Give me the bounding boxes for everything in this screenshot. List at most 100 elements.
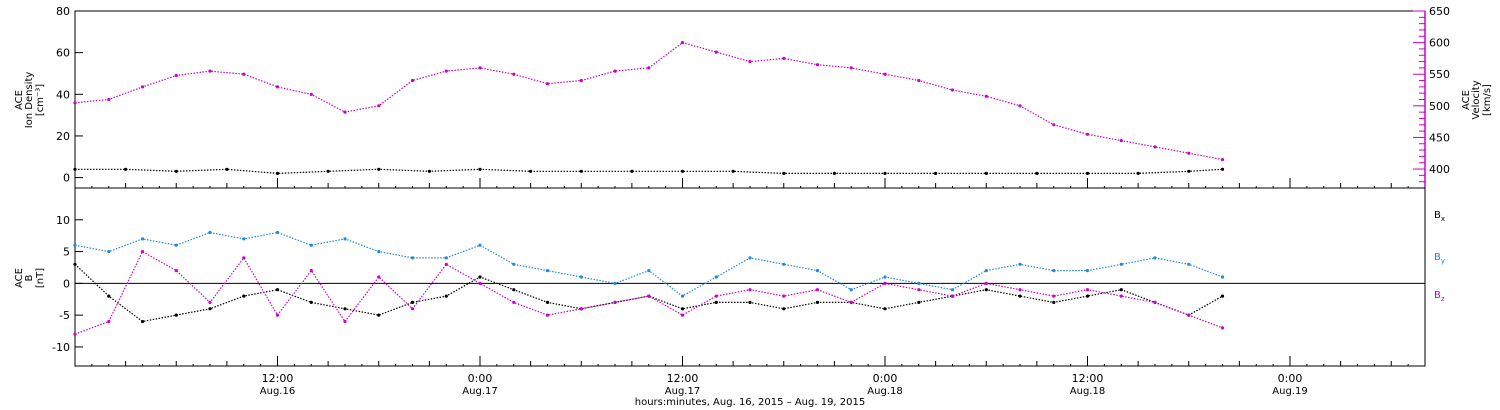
bz-series-point: [579, 307, 583, 311]
bx-series-point: [545, 300, 550, 304]
by-series-point: [343, 237, 347, 241]
bx-series-point: [107, 294, 111, 298]
velocity-series-point: [242, 72, 246, 76]
density-tick-label: 60: [56, 47, 70, 60]
velocity-series-point: [917, 78, 921, 83]
bz-series-point: [275, 313, 280, 317]
b-tick-label: -5: [59, 309, 70, 322]
density-title-line3: [cm⁻³]: [35, 84, 46, 116]
velocity-series-point: [275, 85, 280, 89]
x-tick-date: Aug.17: [462, 386, 497, 397]
bz-series-point: [849, 300, 853, 304]
by-series-point: [309, 243, 313, 247]
bx-series-point: [174, 313, 178, 317]
bz-series-point: [478, 281, 482, 285]
x-tick-date: Aug.18: [867, 386, 902, 397]
velocity-series-point: [1220, 158, 1225, 162]
by-series-point: [613, 281, 617, 285]
b-tick-label: 10: [56, 214, 70, 227]
density-series-point: [174, 169, 178, 173]
velocity-series-point: [1018, 104, 1022, 108]
density-series-point: [225, 167, 229, 171]
bx-series-point: [1018, 294, 1022, 298]
density-series-point: [680, 169, 685, 173]
density-series-point: [275, 171, 280, 175]
density-series-point: [630, 169, 634, 173]
density-series-point: [579, 169, 583, 173]
velocity-series-point: [579, 78, 583, 83]
b-axis-title: ACE B [nT]: [14, 268, 46, 288]
velocity-tick-label: 550: [1429, 68, 1450, 81]
velocity-series-point: [883, 72, 887, 76]
bz-series-point: [815, 288, 820, 292]
b-title-line1: ACE: [14, 268, 25, 288]
density-series-group: [73, 167, 1225, 175]
bz-series-point: [343, 319, 347, 324]
bz-series-point: [1085, 288, 1090, 292]
bx-series-point: [1085, 294, 1090, 298]
velocity-series-point: [984, 94, 988, 98]
velocity-series-line: [74, 41, 1223, 161]
velocity-series-point: [613, 69, 617, 73]
velocity-title-line3: [km/s]: [1482, 84, 1493, 116]
by-series-point: [208, 230, 212, 235]
velocity-tick-label: 600: [1429, 37, 1450, 50]
velocity-axis-title: ACE Velocity [km/s]: [1461, 80, 1493, 119]
density-series-point: [1187, 169, 1191, 173]
velocity-series-point: [1153, 145, 1157, 149]
by-series-point: [950, 288, 955, 292]
bz-series-point: [208, 300, 212, 304]
bx-series-point: [984, 288, 988, 292]
bz-series-point: [714, 294, 718, 298]
density-series-point: [377, 167, 381, 171]
by-series-point: [849, 288, 853, 292]
bx-series-point: [815, 300, 820, 304]
velocity-series-point: [377, 104, 381, 108]
velocity-series-point: [815, 63, 820, 67]
bx-series-point: [208, 307, 212, 311]
velocity-series-point: [680, 41, 685, 45]
velocity-series-point: [478, 66, 482, 70]
by-series-point: [512, 262, 516, 266]
top-series: [73, 41, 1225, 175]
x-tick-time: 12:00: [262, 372, 294, 385]
velocity-series-point: [714, 50, 718, 54]
velocity-series-point: [174, 73, 178, 78]
legend-bz: Bz: [1434, 290, 1445, 303]
bz-series-point: [647, 294, 651, 298]
velocity-series-group: [73, 41, 1225, 162]
bz-series-point: [1187, 313, 1191, 317]
legend: Bx By Bz: [1434, 210, 1445, 303]
x-tick-date: Aug.18: [1070, 386, 1105, 397]
velocity-series-point: [107, 97, 111, 102]
velocity-tick-label: 400: [1429, 163, 1450, 176]
bottom-left-axis: -10 -5 0 5 10: [52, 214, 83, 354]
velocity-series-point: [748, 60, 752, 64]
density-title-line2: Ion Density: [24, 72, 35, 129]
velocity-tick-label: 650: [1429, 5, 1450, 18]
legend-bx: Bx: [1434, 210, 1445, 223]
bottom-series: [73, 230, 1225, 336]
bz-series-line: [74, 250, 1223, 335]
velocity-series-point: [1187, 151, 1191, 155]
bz-series-point: [917, 288, 921, 292]
b-tick-label: 0: [63, 277, 70, 290]
legend-subscript: z: [1441, 295, 1445, 303]
velocity-series-point: [208, 69, 212, 73]
x-tick-date: Aug.19: [1272, 386, 1307, 397]
bx-series-point: [883, 307, 887, 311]
b-title-line3: [nT]: [35, 268, 46, 288]
by-series-point: [1187, 262, 1191, 266]
by-series-point: [917, 281, 921, 285]
bx-series-point: [73, 262, 77, 266]
legend-subscript: y: [1441, 257, 1445, 265]
by-series-point: [275, 230, 280, 235]
by-series-point: [377, 250, 381, 254]
bz-series-point: [1052, 294, 1056, 298]
bx-series-point: [309, 300, 313, 304]
bz-series-point: [782, 294, 786, 298]
bz-series-point: [680, 313, 685, 317]
bx-series-point: [748, 300, 752, 304]
velocity-series-point: [140, 85, 145, 89]
x-tick-time: 12:00: [667, 372, 699, 385]
